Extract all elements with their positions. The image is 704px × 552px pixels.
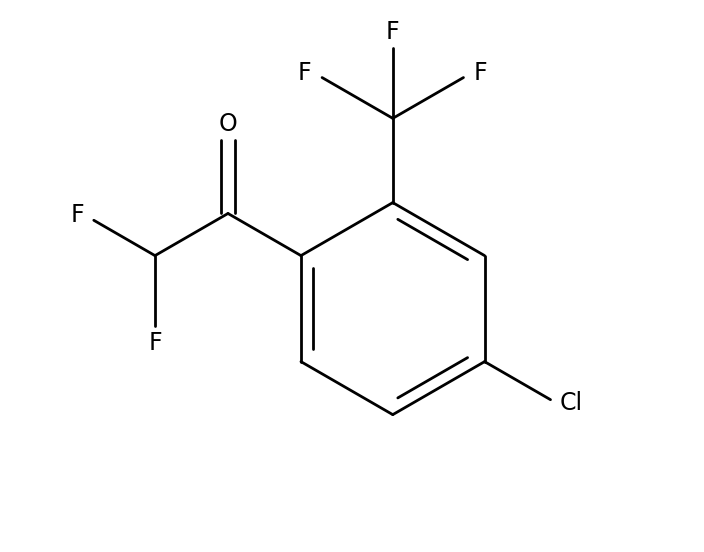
Text: F: F — [474, 61, 488, 85]
Text: F: F — [298, 61, 311, 85]
Text: F: F — [386, 20, 400, 45]
Text: O: O — [219, 112, 237, 136]
Text: F: F — [70, 203, 84, 227]
Text: Cl: Cl — [560, 391, 583, 415]
Text: F: F — [149, 331, 162, 354]
